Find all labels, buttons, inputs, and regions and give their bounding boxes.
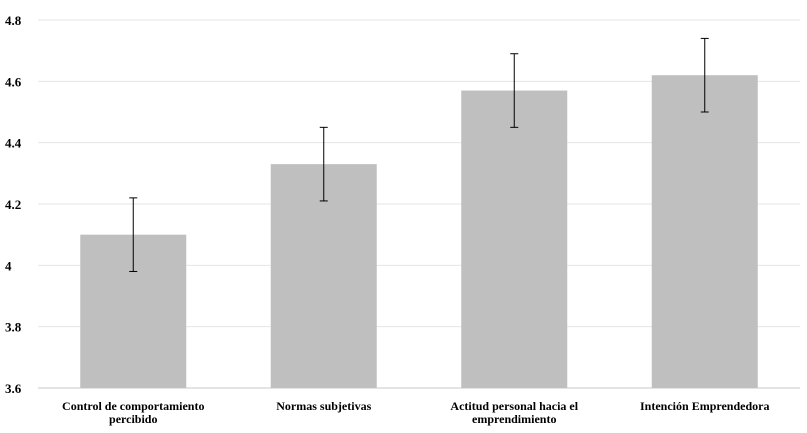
error-bars — [129, 37, 709, 272]
bar — [651, 75, 758, 388]
error-bar — [700, 37, 709, 113]
y-tick-label: 4.6 — [5, 74, 22, 89]
y-tick-label: 4 — [5, 258, 12, 273]
y-tick-label: 4.2 — [5, 197, 21, 212]
error-bar — [510, 53, 519, 128]
bar — [461, 90, 568, 389]
x-category-label: Intención Emprendedora — [640, 399, 769, 413]
y-tick-label: 3.6 — [5, 381, 22, 396]
error-bar — [129, 197, 138, 272]
bars — [80, 75, 758, 389]
x-category-label: Control de comportamiento percibido — [62, 399, 204, 426]
x-axis-labels: Control de comportamiento percibido Normas… — [62, 399, 769, 426]
x-category-label: Actitud personal hacia el emprendimiento — [450, 399, 578, 426]
x-category-label: Normas subjetivas — [276, 399, 371, 413]
error-bar — [319, 126, 328, 202]
y-axis: 3.6 3.8 4 4.2 4.4 4.6 4.8 — [5, 13, 22, 396]
bar — [270, 164, 377, 388]
y-tick-label: 4.4 — [5, 136, 22, 151]
y-tick-label: 4.8 — [5, 13, 22, 28]
y-tick-label: 3.8 — [5, 320, 22, 335]
